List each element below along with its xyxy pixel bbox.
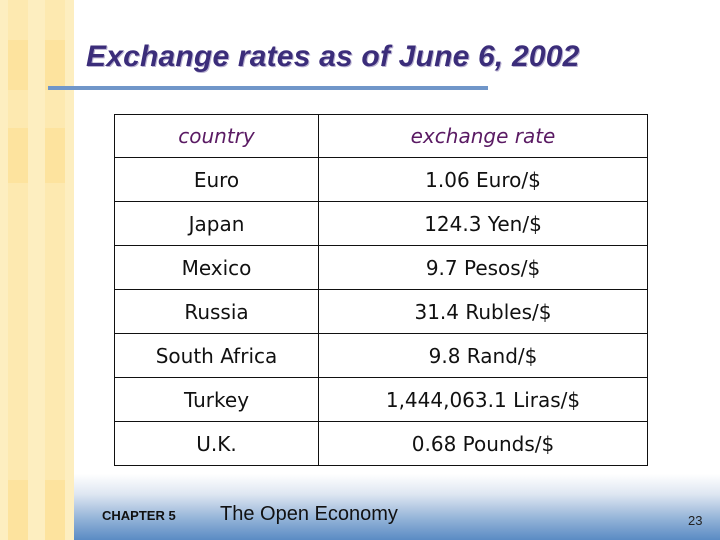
country-cell: Japan: [114, 201, 319, 246]
rate-cell: 1.06 Euro/$: [318, 157, 648, 202]
stripe-block: [45, 128, 65, 183]
chapter-label: CHAPTER 5: [102, 508, 176, 523]
title-underline: [48, 86, 488, 90]
rate-cell: 0.68 Pounds/$: [318, 421, 648, 466]
decorative-side-stripe: [0, 0, 74, 540]
table-row: Russia 31.4 Rubles/$: [114, 289, 648, 334]
table-header-row: country exchange rate: [114, 114, 648, 158]
country-cell: Russia: [114, 289, 319, 334]
rate-cell: 1,444,063.1 Liras/$: [318, 377, 648, 422]
stripe-block: [45, 480, 65, 540]
exchange-rate-table: country exchange rate Euro 1.06 Euro/$ J…: [114, 114, 648, 466]
rate-cell: 31.4 Rubles/$: [318, 289, 648, 334]
stripe-block: [45, 40, 65, 90]
country-cell: Mexico: [114, 245, 319, 290]
book-title: The Open Economy: [220, 503, 398, 525]
table-row: Mexico 9.7 Pesos/$: [114, 245, 648, 290]
country-cell: Euro: [114, 157, 319, 202]
rate-cell: 9.8 Rand/$: [318, 333, 648, 378]
country-cell: South Africa: [114, 333, 319, 378]
slide-title: Exchange rates as of June 6, 2002: [86, 40, 580, 73]
table-row: South Africa 9.8 Rand/$: [114, 333, 648, 378]
country-cell: U.K.: [114, 421, 319, 466]
table-row: Japan 124.3 Yen/$: [114, 201, 648, 246]
rate-cell: 9.7 Pesos/$: [318, 245, 648, 290]
stripe-block: [8, 40, 28, 90]
country-cell: Turkey: [114, 377, 319, 422]
table-row: Turkey 1,444,063.1 Liras/$: [114, 377, 648, 422]
page-number: 23: [688, 513, 703, 528]
column-header-exchange-rate: exchange rate: [318, 114, 648, 158]
stripe-block: [8, 480, 28, 540]
table-row: U.K. 0.68 Pounds/$: [114, 421, 648, 466]
rate-cell: 124.3 Yen/$: [318, 201, 648, 246]
table-row: Euro 1.06 Euro/$: [114, 157, 648, 202]
column-header-country: country: [114, 114, 319, 158]
footer-band: [74, 474, 720, 540]
stripe-block: [8, 128, 28, 183]
